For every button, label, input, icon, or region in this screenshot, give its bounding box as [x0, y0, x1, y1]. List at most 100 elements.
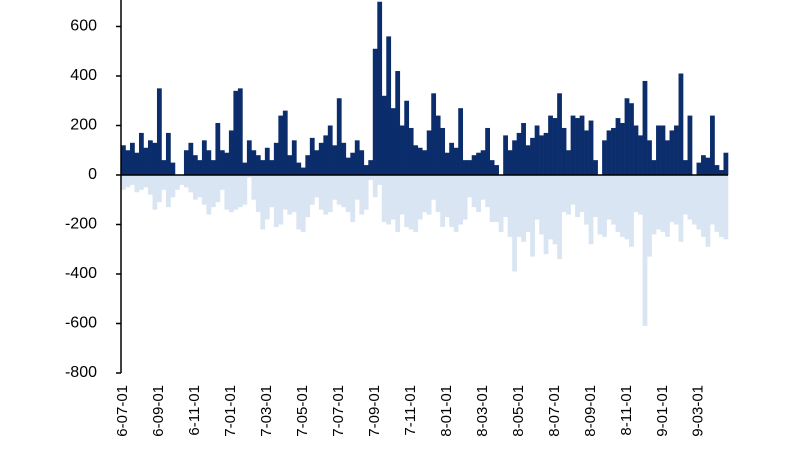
bar [390, 174, 396, 220]
bar [242, 162, 248, 175]
x-tick-label: 7-11-01 [402, 385, 419, 436]
bar [138, 132, 144, 175]
bar [521, 123, 526, 175]
bar [440, 174, 446, 227]
bar [395, 174, 401, 232]
y-tick-label: 200 [70, 117, 97, 134]
bar [314, 174, 320, 198]
bar [543, 132, 549, 175]
bar [710, 174, 715, 225]
bar [152, 174, 158, 210]
bar [633, 125, 639, 175]
bar [602, 174, 607, 237]
bar [215, 174, 221, 203]
bar [534, 174, 540, 220]
bar [399, 125, 405, 175]
bar [611, 127, 616, 175]
bar [431, 93, 437, 175]
bar [134, 174, 140, 193]
bar [453, 174, 459, 232]
bar [210, 160, 216, 175]
bar [458, 174, 464, 225]
bar [516, 132, 522, 175]
bar [336, 174, 342, 205]
bar [597, 174, 603, 235]
y-tick-label: -200 [65, 216, 97, 233]
bar [237, 174, 243, 208]
x-tick-label: 6-11-01 [186, 385, 203, 436]
bar [143, 174, 149, 188]
bar [566, 174, 571, 215]
bar [642, 80, 648, 175]
bar [444, 174, 450, 218]
bar [498, 174, 504, 232]
bar [624, 174, 630, 240]
bar [332, 174, 338, 200]
bar [615, 174, 621, 232]
x-tick-label: 8-03-01 [474, 385, 491, 437]
bar [723, 174, 729, 240]
bar [566, 150, 571, 175]
bar [246, 174, 252, 178]
bar [377, 1, 383, 175]
bar [669, 174, 675, 223]
bar [350, 174, 356, 223]
bar [336, 98, 342, 175]
bar [408, 174, 414, 230]
bar [224, 174, 230, 210]
bar [719, 170, 724, 175]
bar [201, 174, 207, 205]
bar [714, 165, 720, 175]
bar [615, 118, 621, 175]
bar [350, 152, 356, 175]
bar [467, 160, 473, 175]
bar [129, 174, 135, 185]
bar [620, 123, 625, 175]
bar [174, 174, 180, 190]
bar [206, 174, 212, 215]
bar [192, 155, 198, 175]
bar [701, 174, 706, 237]
bar [251, 150, 257, 175]
bar [651, 160, 657, 175]
bar [705, 174, 711, 247]
bar [372, 174, 378, 198]
bar [381, 174, 387, 223]
bar [354, 140, 360, 175]
bar [341, 174, 347, 208]
bar [170, 162, 176, 175]
x-tick-label: 8-07-01 [546, 385, 563, 437]
bar [291, 174, 297, 213]
bar [606, 174, 612, 220]
bar [426, 130, 432, 175]
bar [314, 150, 320, 175]
bar [237, 88, 243, 175]
bar [188, 142, 194, 175]
bar [390, 108, 396, 175]
y-tick-label: 0 [88, 166, 97, 183]
bar [291, 140, 297, 175]
bar [723, 152, 729, 175]
bar [121, 145, 126, 175]
bar [242, 174, 248, 205]
bar [255, 174, 261, 213]
bar [458, 108, 464, 175]
bar [485, 174, 490, 208]
bar [687, 174, 693, 220]
bar [507, 174, 513, 237]
x-tick-label: 6-07-01 [114, 385, 131, 437]
bar [494, 165, 499, 175]
bar [620, 174, 625, 237]
bar [602, 140, 607, 175]
bar [386, 36, 392, 175]
bar [647, 140, 652, 175]
bar [660, 125, 666, 175]
x-tick-label: 9-03-01 [690, 385, 707, 437]
bar [377, 174, 383, 185]
bar [647, 174, 652, 257]
bar [660, 174, 666, 232]
bar [534, 125, 540, 175]
bar [710, 115, 715, 175]
bar [197, 174, 203, 198]
bar [413, 174, 419, 232]
